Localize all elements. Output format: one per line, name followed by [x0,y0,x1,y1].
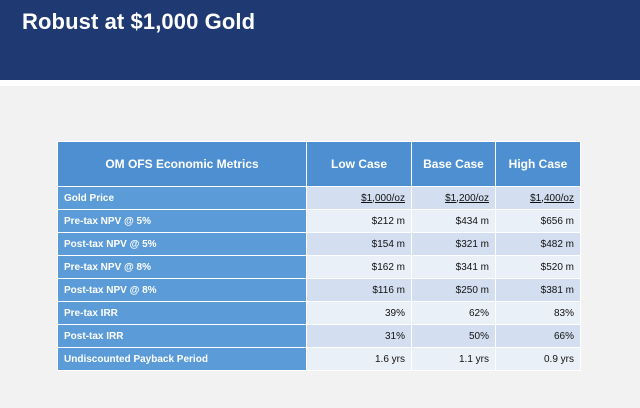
cell-base-case: 62% [411,301,496,325]
cell-high-case: 66% [495,324,581,348]
table-row: Undiscounted Payback Period 1.6 yrs 1.1 … [57,347,581,371]
row-label: Gold Price [57,186,307,210]
cell-high-case: $520 m [495,255,581,279]
cell-low-case: 31% [306,324,412,348]
row-label: Post-tax IRR [57,324,307,348]
table-header-row: OM OFS Economic Metrics Low Case Base Ca… [57,141,581,187]
column-header-metric: OM OFS Economic Metrics [57,141,307,187]
table-row: Gold Price $1,000/oz $1,200/oz $1,400/oz [57,186,581,210]
cell-base-case: $321 m [411,232,496,256]
row-label: Undiscounted Payback Period [57,347,307,371]
row-label: Pre-tax NPV @ 8% [57,255,307,279]
cell-low-case: $1,000/oz [306,186,412,210]
cell-text: $1,000/oz [361,192,405,204]
cell-high-case: $656 m [495,209,581,233]
cell-low-case: $212 m [306,209,412,233]
table-row: Pre-tax NPV @ 8% $162 m $341 m $520 m [57,255,581,279]
economic-metrics-table: OM OFS Economic Metrics Low Case Base Ca… [57,141,581,371]
cell-low-case: $116 m [306,278,412,302]
table-row: Pre-tax IRR 39% 62% 83% [57,301,581,325]
row-label: Post-tax NPV @ 8% [57,278,307,302]
cell-text: $1,400/oz [530,192,574,204]
table-row: Post-tax NPV @ 5% $154 m $321 m $482 m [57,232,581,256]
cell-high-case: 83% [495,301,581,325]
divider [0,80,640,86]
cell-low-case: 39% [306,301,412,325]
cell-base-case: 1.1 yrs [411,347,496,371]
cell-high-case: 0.9 yrs [495,347,581,371]
cell-base-case: $434 m [411,209,496,233]
column-header-low-case: Low Case [306,141,412,187]
row-label: Pre-tax NPV @ 5% [57,209,307,233]
slide-title: Robust at $1,000 Gold [22,9,256,34]
cell-high-case: $1,400/oz [495,186,581,210]
cell-high-case: $381 m [495,278,581,302]
cell-base-case: $250 m [411,278,496,302]
column-header-high-case: High Case [495,141,581,187]
cell-low-case: $154 m [306,232,412,256]
cell-high-case: $482 m [495,232,581,256]
cell-text: $1,200/oz [445,192,489,204]
column-header-base-case: Base Case [411,141,496,187]
cell-low-case: $162 m [306,255,412,279]
table-row: Post-tax IRR 31% 50% 66% [57,324,581,348]
table-row: Post-tax NPV @ 8% $116 m $250 m $381 m [57,278,581,302]
table-row: Pre-tax NPV @ 5% $212 m $434 m $656 m [57,209,581,233]
title-bar: Robust at $1,000 Gold [0,0,640,80]
row-label: Post-tax NPV @ 5% [57,232,307,256]
cell-base-case: 50% [411,324,496,348]
cell-low-case: 1.6 yrs [306,347,412,371]
cell-base-case: $1,200/oz [411,186,496,210]
row-label: Pre-tax IRR [57,301,307,325]
cell-base-case: $341 m [411,255,496,279]
